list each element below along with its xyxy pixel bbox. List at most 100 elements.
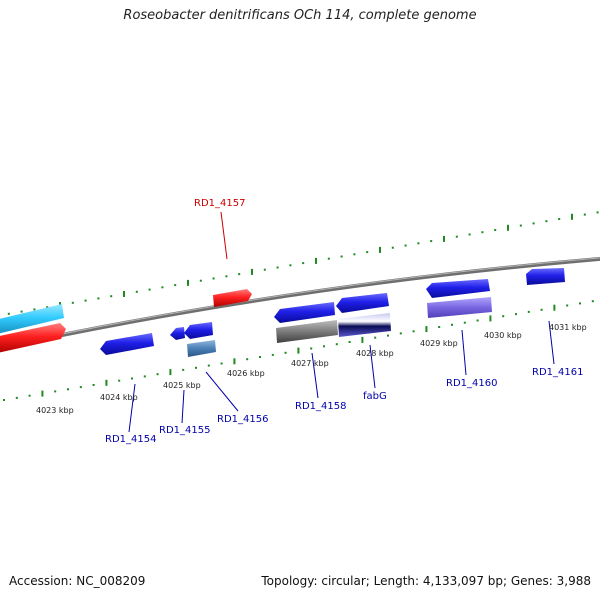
major-tick	[425, 326, 428, 333]
major-tick	[553, 304, 556, 311]
gene-label-rd1-4158[interactable]: RD1_4158	[295, 401, 346, 412]
minor-tick	[284, 351, 287, 354]
minor-tick	[348, 341, 351, 343]
minor-tick	[143, 375, 146, 378]
minor-tick	[3, 399, 5, 401]
minor-tick	[212, 277, 215, 280]
minor-tick	[207, 364, 210, 367]
minor-tick	[455, 235, 458, 238]
gene-arrow-rd1-4157[interactable]	[213, 289, 252, 307]
minor-tick	[156, 373, 159, 376]
minor-tick	[502, 315, 505, 318]
minor-tick	[476, 319, 479, 322]
minor-tick	[161, 286, 164, 289]
scale-label: 4025 kbp	[163, 381, 201, 390]
major-tick	[507, 224, 509, 231]
gene-label-rd1-4154[interactable]: RD1_4154	[105, 434, 156, 445]
gene-rna-box[interactable]	[187, 340, 216, 357]
minor-tick	[566, 304, 569, 307]
minor-tick	[399, 332, 402, 335]
minor-tick	[515, 313, 517, 316]
minor-tick	[79, 386, 82, 389]
gene-arrow-rd1-4161[interactable]	[526, 268, 565, 285]
minor-tick	[545, 220, 548, 223]
minor-tick	[118, 379, 121, 382]
gene-arrow-rd1-4155[interactable]	[170, 327, 185, 340]
major-tick	[379, 246, 381, 253]
scale-label: 4027 kbp	[291, 359, 329, 368]
gene-arrow[interactable]	[0, 323, 66, 353]
major-tick	[187, 279, 189, 286]
minor-tick	[583, 213, 586, 216]
minor-tick	[494, 229, 497, 231]
minor-tick	[438, 326, 441, 328]
gene-features	[0, 268, 565, 357]
minor-tick	[532, 222, 535, 225]
minor-tick	[246, 358, 249, 361]
major-tick	[315, 257, 317, 264]
gene-label-rd1-4157[interactable]: RD1_4157	[194, 198, 245, 209]
minor-tick	[7, 312, 10, 315]
genome-backbone	[0, 256, 600, 350]
major-tick	[443, 235, 445, 242]
gene-purple-box[interactable]	[427, 297, 492, 318]
scale-label: 4023 kbp	[36, 406, 74, 415]
minor-tick	[412, 330, 415, 333]
genome-summary-text: Topology: circular; Length: 4,133,097 bp…	[261, 574, 591, 588]
minor-tick	[353, 253, 356, 256]
major-tick	[105, 379, 108, 386]
scale-label: 4029 kbp	[420, 339, 458, 348]
gene-arrow-rd1-4160[interactable]	[426, 279, 490, 298]
major-tick	[233, 358, 236, 365]
gene-labels: RD1_4157 RD1_4154 RD1_4155 RD1_4156 RD1_…	[105, 198, 583, 445]
minor-tick	[463, 321, 466, 324]
map-title: Roseobacter denitrificans OCh 114, compl…	[123, 8, 477, 23]
upper-tick-track	[7, 211, 599, 315]
minor-tick	[302, 262, 305, 265]
gene-label-rd1-4156[interactable]: RD1_4156	[217, 414, 268, 425]
minor-tick	[596, 211, 599, 214]
scale-labels: 4023 kbp 4024 kbp 4025 kbp 4026 kbp 4027…	[36, 323, 587, 415]
minor-tick	[591, 300, 594, 303]
scale-label: 4031 kbp	[549, 323, 587, 332]
minor-tick	[468, 233, 471, 236]
minor-tick	[20, 310, 23, 313]
minor-tick	[374, 336, 377, 339]
accession-text: Accession: NC_008209	[9, 574, 146, 588]
gene-arrow-rd1-4156[interactable]	[184, 322, 213, 339]
gene-grey-box[interactable]	[276, 320, 338, 343]
major-tick	[297, 347, 300, 354]
gene-arrow-fabg[interactable]	[336, 293, 389, 313]
minor-tick	[67, 388, 69, 391]
scale-label: 4026 kbp	[227, 369, 265, 378]
minor-tick	[310, 347, 313, 350]
minor-tick	[238, 273, 241, 276]
major-tick	[41, 390, 44, 397]
gene-arrow-rd1-4154[interactable]	[100, 333, 154, 355]
minor-tick	[558, 218, 561, 220]
minor-tick	[182, 368, 185, 371]
minor-tick	[289, 264, 292, 267]
minor-tick	[417, 242, 420, 245]
minor-tick	[135, 290, 138, 293]
gene-arrow-rd1-4158[interactable]	[274, 302, 335, 323]
gene-label-fabg[interactable]: fabG	[363, 391, 387, 402]
minor-tick	[220, 362, 223, 365]
minor-tick	[15, 396, 18, 399]
minor-tick	[174, 284, 177, 287]
major-tick	[251, 268, 253, 275]
gene-label-rd1-4160[interactable]: RD1_4160	[446, 378, 497, 389]
scale-label: 4028 kbp	[356, 349, 394, 358]
minor-tick	[84, 299, 87, 302]
minor-tick	[387, 334, 389, 337]
minor-tick	[97, 297, 100, 300]
gene-arrow[interactable]	[0, 304, 64, 334]
gene-navy-box[interactable]	[338, 313, 391, 337]
minor-tick	[131, 377, 133, 380]
gene-label-rd1-4161[interactable]: RD1_4161	[532, 367, 583, 378]
gene-label-rd1-4155[interactable]: RD1_4155	[159, 425, 210, 436]
minor-tick	[481, 231, 484, 234]
minor-tick	[391, 246, 394, 249]
minor-tick	[54, 390, 57, 393]
